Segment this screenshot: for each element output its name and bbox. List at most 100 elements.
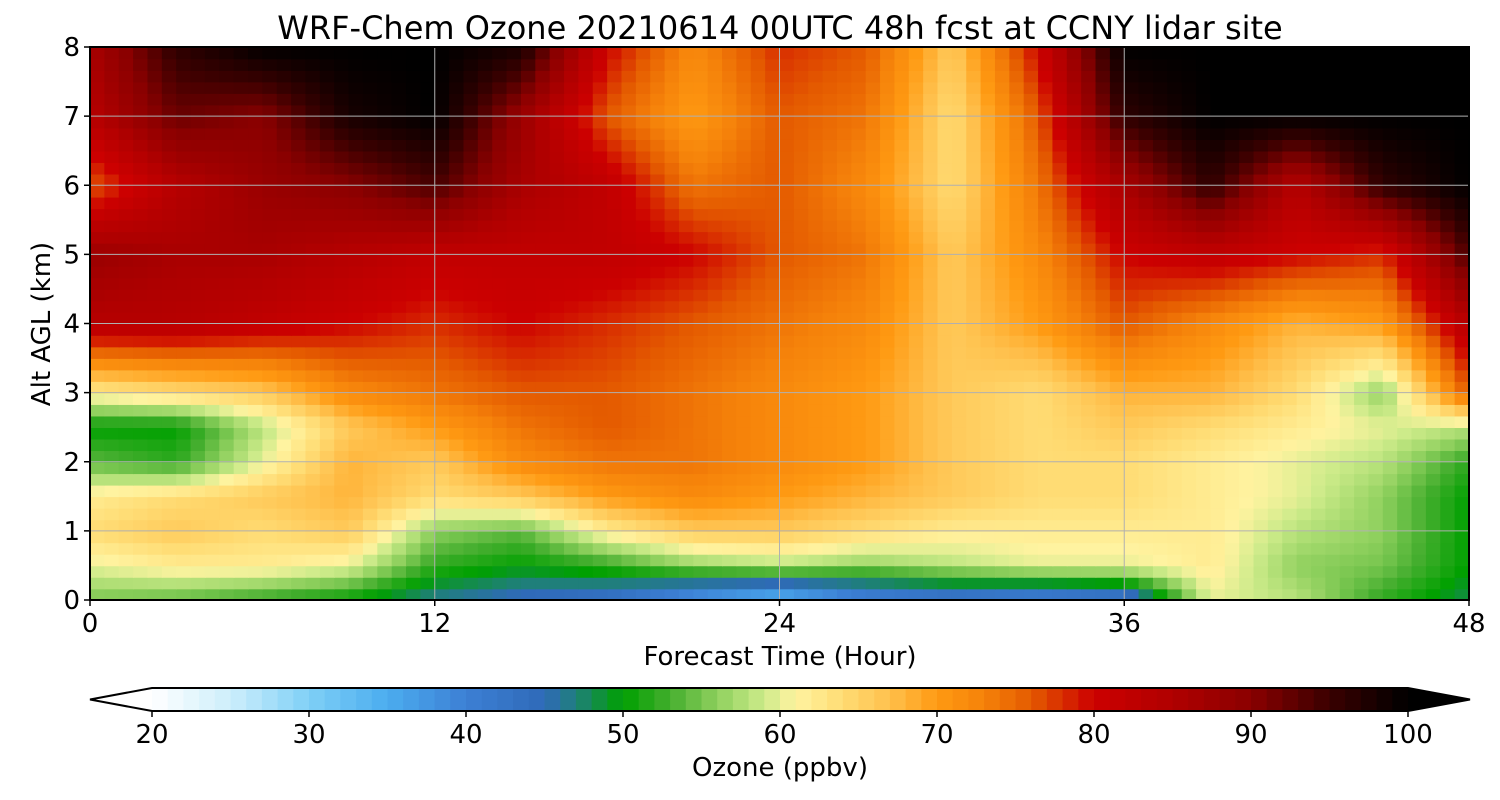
heatmap-cell	[262, 265, 278, 279]
heatmap-cell	[1411, 254, 1427, 267]
heatmap-cell	[980, 519, 996, 532]
heatmap-cell	[1138, 358, 1154, 371]
heatmap-cell	[1210, 104, 1226, 117]
heatmap-cell	[262, 139, 278, 152]
colorbar-segment	[152, 688, 169, 711]
heatmap-cell	[1023, 127, 1039, 140]
heatmap-cell	[937, 265, 953, 279]
heatmap-cell	[707, 162, 723, 175]
heatmap-cell	[765, 208, 781, 221]
heatmap-cell	[1239, 116, 1255, 129]
heatmap-cell	[1440, 300, 1456, 313]
heatmap-cell	[621, 93, 637, 106]
heatmap-cell	[1196, 219, 1212, 233]
heatmap-cell	[650, 461, 666, 475]
heatmap-cell	[477, 116, 493, 129]
heatmap-cell	[305, 404, 321, 417]
heatmap-cell	[118, 381, 134, 394]
heatmap-cell	[248, 576, 264, 590]
heatmap-cell	[204, 93, 221, 106]
heatmap-cell	[1224, 116, 1240, 129]
heatmap-cell	[1081, 116, 1097, 129]
heatmap-cell	[678, 208, 695, 221]
heatmap-cell	[1023, 358, 1039, 371]
heatmap-cell	[1138, 369, 1154, 382]
heatmap-cell	[736, 288, 752, 302]
heatmap-cell	[966, 588, 982, 600]
heatmap-cell	[477, 588, 493, 600]
heatmap-cell	[851, 231, 867, 244]
heatmap-cell	[248, 162, 264, 175]
heatmap-cell	[1109, 311, 1126, 325]
heatmap-cell	[1196, 404, 1212, 417]
heatmap-cell	[104, 185, 120, 198]
heatmap-cell	[391, 58, 407, 71]
heatmap-cell	[937, 335, 953, 348]
heatmap-cell	[161, 542, 177, 555]
heatmap-cell	[1167, 127, 1183, 140]
heatmap-cell	[104, 47, 120, 60]
heatmap-cell	[520, 150, 537, 164]
heatmap-cell	[592, 196, 608, 210]
heatmap-cell	[1282, 150, 1298, 164]
heatmap-cell	[1081, 185, 1097, 198]
heatmap-cell	[1239, 70, 1255, 83]
heatmap-cell	[1296, 427, 1312, 440]
heatmap-cell	[1095, 323, 1111, 336]
heatmap-cell	[822, 542, 838, 555]
heatmap-cell	[793, 461, 810, 475]
heatmap-cell	[291, 438, 307, 452]
heatmap-cell	[161, 127, 177, 140]
heatmap-cell	[1181, 381, 1197, 394]
heatmap-cell	[1339, 461, 1355, 475]
heatmap-cell	[1440, 358, 1456, 371]
heatmap-cell	[1038, 139, 1054, 152]
heatmap-cell	[693, 93, 709, 106]
heatmap-cell	[248, 588, 264, 600]
heatmap-cell	[90, 473, 106, 486]
heatmap-cell	[1052, 208, 1068, 221]
heatmap-cell	[1425, 70, 1442, 83]
heatmap-cell	[161, 358, 177, 371]
heatmap-cell	[664, 127, 680, 140]
heatmap-cell	[204, 565, 221, 578]
heatmap-cell	[1224, 196, 1240, 210]
heatmap-cell	[1181, 58, 1197, 71]
x-axis-label: Forecast Time (Hour)	[643, 642, 916, 672]
heatmap-cell	[133, 484, 149, 498]
heatmap-cell	[1081, 369, 1097, 382]
heatmap-cell	[506, 47, 522, 60]
heatmap-cell	[434, 288, 450, 302]
heatmap-cell	[362, 335, 379, 348]
heatmap-cell	[722, 450, 738, 463]
heatmap-cell	[1066, 47, 1082, 60]
heatmap-cell	[233, 427, 249, 440]
heatmap-cell	[549, 70, 565, 83]
heatmap-cell	[592, 404, 608, 417]
heatmap-cell	[650, 127, 666, 140]
heatmap-cell	[607, 381, 623, 394]
heatmap-cell	[880, 311, 896, 325]
heatmap-cell	[1339, 58, 1355, 71]
heatmap-cell	[506, 70, 522, 83]
heatmap-cell	[190, 219, 206, 233]
heatmap-cell	[1354, 415, 1370, 428]
heatmap-cell	[1181, 150, 1197, 164]
heatmap-cell	[1339, 565, 1355, 578]
heatmap-cell	[765, 542, 781, 555]
heatmap-cell	[1081, 519, 1097, 532]
heatmap-cell	[1095, 185, 1111, 198]
heatmap-cell	[980, 300, 996, 313]
heatmap-cell	[520, 588, 537, 600]
heatmap-cell	[1181, 162, 1197, 175]
heatmap-cell	[1109, 47, 1126, 60]
heatmap-cell	[305, 496, 321, 509]
heatmap-cell	[391, 461, 407, 475]
heatmap-cell	[1181, 519, 1197, 532]
heatmap-cell	[736, 450, 752, 463]
heatmap-cell	[722, 461, 738, 475]
heatmap-cell	[1425, 150, 1442, 164]
heatmap-cell	[133, 507, 149, 521]
heatmap-cell	[334, 58, 350, 71]
heatmap-cell	[90, 93, 106, 106]
